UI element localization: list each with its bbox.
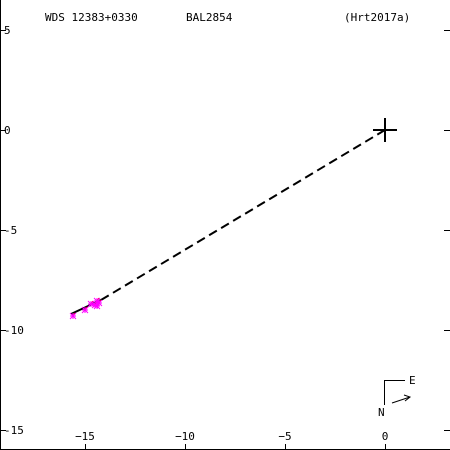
asterisk-icon xyxy=(81,306,89,314)
plus-icon xyxy=(373,118,397,142)
x-tick-label-3: 0 xyxy=(382,430,389,443)
asterisk-icon xyxy=(87,300,95,308)
arrow-icon xyxy=(391,394,412,404)
discoverer-label: BAL2854 xyxy=(186,11,233,24)
x-axis-ticks: −15 −10 −5 0 xyxy=(75,430,388,450)
y-tick-label-3: -10 xyxy=(4,324,24,337)
x-tick-label-2: −5 xyxy=(278,430,291,443)
asterisk-icon xyxy=(93,297,101,305)
asterisk-stroke-1-3 xyxy=(69,312,77,320)
compass: E N xyxy=(378,374,416,419)
wds-id-label: WDS 12383+0330 xyxy=(45,11,138,24)
north-east-compass-icon xyxy=(384,380,405,405)
reference-label: (Hrt2017a) xyxy=(344,11,410,24)
chart-marks xyxy=(69,118,397,320)
compass-north-label: N xyxy=(378,406,385,419)
y-axis-ticks: 5 0 -5 -10 -15 xyxy=(0,24,450,437)
asterisk-stroke-0-3 xyxy=(81,306,89,314)
x-tick-label-0: −15 xyxy=(75,430,95,443)
asterisk-stroke-2-3 xyxy=(87,300,95,308)
asterisk-stroke-6-3 xyxy=(93,297,101,305)
x-tick-label-1: −10 xyxy=(175,430,195,443)
y-tick-label-4: -15 xyxy=(4,424,24,437)
y-tick-label-2: -5 xyxy=(4,224,17,237)
y-tick-label-0: 5 xyxy=(4,24,11,37)
compass-east-label: E xyxy=(409,374,416,387)
y-tick-label-1: 0 xyxy=(4,124,11,137)
asterisk-icon xyxy=(69,312,77,320)
